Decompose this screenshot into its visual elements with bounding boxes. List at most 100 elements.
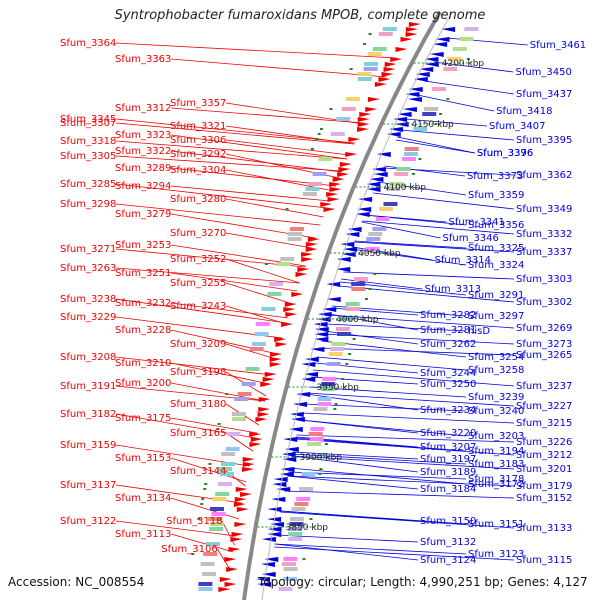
reverse-gene-arrow — [267, 532, 282, 537]
forward-gene-arrow — [405, 27, 418, 32]
reverse-gene-arrow — [376, 152, 391, 157]
forward-gene-arrow — [255, 417, 268, 422]
forward-gene-label: Sfum_3280 — [170, 194, 226, 205]
reverse-connector — [400, 129, 515, 141]
forward-gene-arrow — [230, 537, 243, 542]
reverse-gene-label: Sfum_3396 — [477, 148, 533, 159]
forward-gene-arrow — [235, 487, 248, 492]
cog-box — [382, 27, 397, 31]
cog-box — [345, 97, 360, 101]
forward-gene-label: Sfum_3198 — [170, 367, 226, 378]
forward-gene-arrow — [329, 182, 342, 187]
reverse-gene-arrow — [326, 297, 341, 302]
cog-box — [357, 72, 372, 76]
reverse-gene-arrow — [267, 527, 282, 532]
cog-box — [396, 167, 411, 171]
marker-dot — [345, 363, 349, 365]
cog-box — [215, 492, 230, 496]
forward-gene-label: Sfum_3208 — [60, 352, 116, 363]
forward-connector — [216, 548, 231, 571]
cog-box — [317, 402, 332, 406]
reverse-gene-label: Sfum_3418 — [496, 106, 552, 117]
forward-gene-arrow — [281, 322, 294, 327]
reverse-gene-arrow — [279, 472, 294, 477]
kbp-label: 3900 kbp — [300, 453, 343, 463]
forward-gene-arrow — [258, 407, 271, 412]
forward-gene-arrow — [348, 137, 361, 142]
forward-gene-arrow — [241, 467, 254, 472]
cog-box — [413, 127, 428, 131]
forward-gene-arrow — [236, 507, 249, 512]
forward-gene-arrow — [224, 582, 237, 587]
genome-backbone — [242, 10, 442, 600]
marker-dot — [191, 553, 195, 555]
forward-gene-label: Sfum_3252 — [170, 254, 226, 265]
marker-dot — [309, 518, 313, 520]
forward-gene-label: Sfum_3180 — [170, 399, 226, 410]
cog-box — [234, 397, 249, 401]
marker-dot — [208, 463, 212, 465]
reverse-gene-arrow — [435, 37, 450, 42]
reverse-gene-label: Sfum_3132 — [420, 537, 476, 548]
cog-box — [372, 227, 387, 231]
cog-box — [294, 502, 309, 506]
reverse-gene-arrow — [310, 347, 325, 352]
cog-box — [210, 507, 225, 511]
cog-box — [464, 27, 479, 31]
reverse-connector — [292, 453, 467, 465]
cog-box — [278, 587, 293, 591]
reverse-gene-label: Sfum_3376 — [477, 148, 533, 159]
cog-box — [321, 387, 336, 391]
forward-gene-arrow — [291, 292, 304, 297]
cog-box — [288, 537, 303, 541]
marker-dot — [204, 483, 208, 485]
marker-dot — [446, 98, 450, 100]
forward-gene-label: Sfum_3137 — [60, 480, 116, 491]
cog-box — [288, 527, 303, 531]
cog-box — [288, 532, 303, 536]
reverse-gene-arrow — [413, 77, 428, 82]
reverse-connector — [306, 392, 515, 407]
cog-box — [291, 507, 306, 511]
reverse-gene-label: Sfum_3325 — [468, 243, 524, 254]
cog-box — [447, 57, 462, 61]
cog-box — [299, 487, 314, 491]
reverse-gene-arrow — [424, 57, 439, 62]
reverse-gene-label: Sfum_3179 — [516, 481, 572, 492]
forward-gene-arrow — [307, 237, 320, 242]
reverse-gene-arrow — [261, 537, 276, 542]
forward-gene-label: Sfum_3263 — [60, 263, 116, 274]
reverse-gene-arrow — [284, 447, 299, 452]
reverse-gene-arrow — [394, 122, 409, 127]
reverse-gene-label: Sfum_3150 — [420, 516, 476, 527]
kbp-label: 4050 kbp — [358, 249, 401, 259]
forward-gene-label: Sfum_3122 — [60, 516, 116, 527]
forward-gene-arrow — [390, 57, 403, 62]
cog-box — [220, 472, 235, 476]
reverse-gene-label: Sfum_3151 — [468, 519, 524, 530]
cog-box — [341, 107, 356, 111]
cog-box — [383, 202, 398, 206]
cog-box — [366, 237, 381, 241]
cog-box — [452, 47, 467, 51]
reverse-gene-arrow — [419, 67, 434, 72]
reverse-gene-label: Sfum_3227 — [516, 401, 572, 412]
reverse-gene-label: Sfum_3450 — [515, 67, 571, 78]
cog-box — [280, 257, 295, 261]
forward-gene-arrow — [383, 67, 396, 72]
cog-box — [312, 172, 327, 176]
forward-gene-label: Sfum_3238 — [60, 294, 116, 305]
forward-gene-arrow — [305, 247, 318, 252]
marker-dot — [329, 108, 333, 110]
marker-dot — [302, 558, 306, 560]
forward-gene-label: Sfum_3153 — [115, 453, 171, 464]
cog-box — [424, 107, 439, 111]
cog-box — [289, 522, 304, 526]
forward-gene-label: Sfum_3243 — [170, 301, 226, 312]
reverse-connector — [343, 271, 515, 280]
reverse-gene-label: Sfum_3282 — [420, 310, 476, 321]
forward-connector — [170, 382, 265, 402]
reverse-gene-label: Sfum_3184 — [420, 484, 476, 495]
cog-box — [283, 567, 298, 571]
